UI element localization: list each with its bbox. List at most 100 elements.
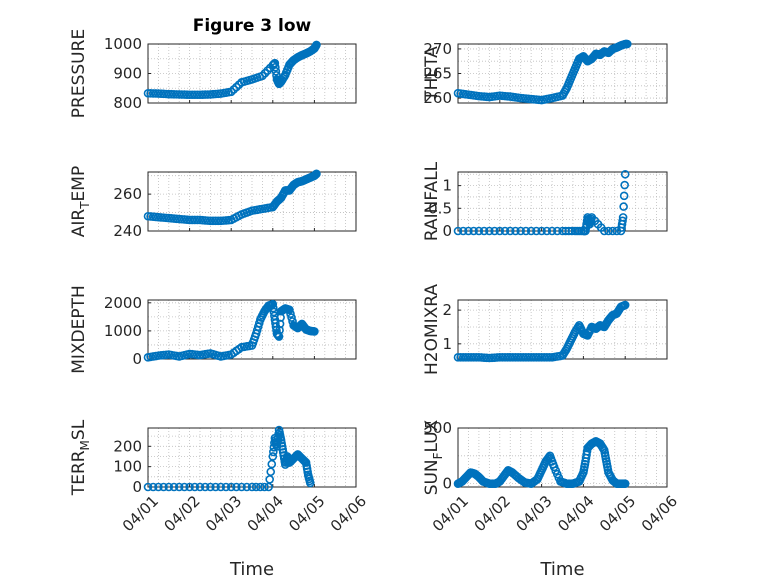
axes-box <box>457 171 668 232</box>
y-axis-label: THETA <box>422 46 442 102</box>
axes-box <box>147 171 357 232</box>
x-tick-label: 04/03 <box>512 492 555 535</box>
data-point <box>270 58 280 68</box>
data-point <box>458 353 468 362</box>
data-point <box>619 202 628 211</box>
data-point <box>271 66 281 76</box>
x-tick-label: 04/06 <box>638 492 681 535</box>
y-tick-label: 240 <box>113 222 142 240</box>
y-tick-label: 0.5 <box>428 199 452 217</box>
data-point <box>187 215 197 225</box>
data-point <box>495 226 505 236</box>
data-point <box>516 226 526 236</box>
data-point <box>537 226 546 236</box>
data-point <box>256 482 265 492</box>
data-point <box>620 479 630 488</box>
data-point <box>193 90 202 100</box>
data-point <box>604 226 613 236</box>
data-point <box>534 353 544 362</box>
data-point <box>190 215 200 225</box>
data-point <box>143 482 153 492</box>
data-point <box>524 353 533 362</box>
y-axis-label: H2OMIXRA <box>422 284 442 375</box>
y-axis-label-subscript: M <box>78 440 92 450</box>
x-tick-label: 04/05 <box>596 492 639 535</box>
data-point <box>521 226 531 236</box>
y-tick-label: 0 <box>132 350 142 368</box>
data-point <box>453 226 463 236</box>
data-point <box>182 90 192 99</box>
data-point <box>312 40 321 50</box>
data-point <box>516 353 526 362</box>
y-tick-label: 200 <box>113 437 142 455</box>
data-point <box>268 299 278 309</box>
data-point <box>271 62 280 72</box>
data-point <box>490 226 499 236</box>
data-point <box>198 90 207 99</box>
data-point <box>148 89 158 98</box>
data-point <box>532 353 541 362</box>
x-tick-label: 04/02 <box>160 492 203 535</box>
y-tick-label: 265 <box>423 65 452 83</box>
data-point <box>174 90 184 99</box>
subplot-1: 800 900 1000 PRESSURE <box>69 29 357 118</box>
data-point <box>159 482 168 492</box>
data-point <box>172 90 181 99</box>
data-point <box>532 226 541 236</box>
y-tick-label: 1 <box>442 335 452 353</box>
data-point <box>266 467 276 477</box>
y-tick-label: 1000 <box>104 322 142 340</box>
data-point <box>143 88 153 98</box>
data-point <box>599 226 609 236</box>
subplot-3: 240 260 AIRTEMP <box>69 166 357 240</box>
y-tick-label: 100 <box>113 458 142 476</box>
y-tick-label: 260 <box>113 185 142 203</box>
data-point <box>539 353 549 362</box>
data-point <box>474 226 484 236</box>
data-point <box>169 89 179 99</box>
data-point <box>213 216 223 226</box>
data-point <box>169 482 179 492</box>
data-point <box>312 169 321 179</box>
data-point <box>526 226 536 236</box>
data-point <box>200 482 210 492</box>
data-point <box>495 353 505 362</box>
y-axis-label-main: AIR <box>69 209 89 238</box>
y-axis-label: SUNFLUX <box>422 419 445 495</box>
data-point <box>464 353 473 362</box>
data-point <box>206 482 215 492</box>
y-axis-label-subscript: T <box>78 201 92 210</box>
data-point <box>537 353 546 362</box>
data-point <box>232 482 241 492</box>
x-axis-label: Time <box>539 559 584 580</box>
y-axis-label: PRESSURE <box>69 29 89 118</box>
data-point <box>456 353 465 362</box>
y-tick-label: 1000 <box>104 35 142 53</box>
data-point <box>620 300 630 310</box>
data-point <box>285 305 294 315</box>
y-tick-label: 800 <box>113 94 142 112</box>
data-point <box>620 169 630 179</box>
y-axis-label-rest: LUX <box>422 419 442 452</box>
data-point <box>237 482 246 492</box>
data-point <box>211 482 220 492</box>
y-tick-label: 260 <box>423 89 452 107</box>
y-tick-label: 900 <box>113 65 142 83</box>
data-point <box>193 215 202 225</box>
axes-box <box>147 299 357 360</box>
data-point <box>190 90 200 100</box>
y-tick-label: 2 <box>442 301 452 319</box>
y-tick-label: 0 <box>132 478 142 496</box>
y-axis-label-main: TERR <box>69 450 89 496</box>
y-tick-label: 270 <box>423 40 452 58</box>
data-point <box>260 482 269 492</box>
y-tick-label: 2000 <box>104 294 142 312</box>
data-point <box>177 90 187 99</box>
y-tick-label: 0 <box>442 475 452 493</box>
data-point <box>498 353 507 362</box>
data-point <box>500 353 510 362</box>
